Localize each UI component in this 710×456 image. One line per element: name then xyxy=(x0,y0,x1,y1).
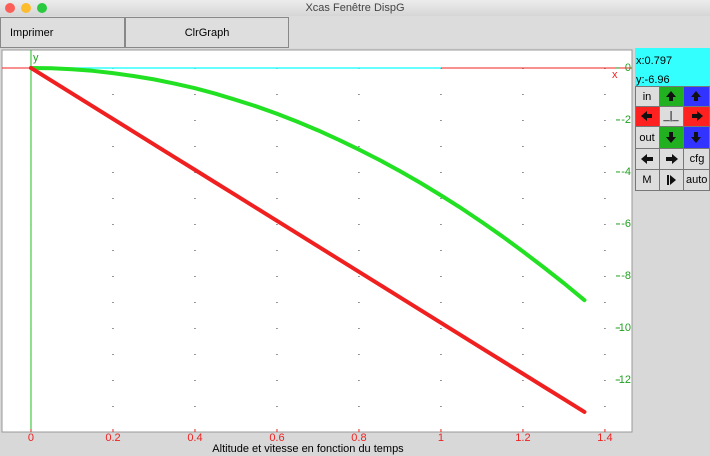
icon xyxy=(666,132,676,143)
print-label: Imprimer xyxy=(10,27,54,39)
icon xyxy=(666,91,676,101)
x-tick-label: 1.2 xyxy=(515,432,530,444)
y-tick-label: -12 xyxy=(615,374,631,386)
zoom-button[interactable] xyxy=(37,3,47,13)
cfg-label: cfg xyxy=(690,153,705,165)
y-tick-label: -4 xyxy=(621,166,631,178)
clrgraph-button[interactable] xyxy=(125,17,289,48)
window-title: Xcas Fenêtre DispG xyxy=(305,2,404,14)
y-tick-label: -6 xyxy=(621,218,631,230)
icon xyxy=(692,111,703,121)
x-tick-label: 0 xyxy=(28,432,34,444)
cursor-x: x:0.797 xyxy=(636,55,672,67)
in-label: in xyxy=(643,91,652,103)
icon xyxy=(691,132,701,143)
cursor-box xyxy=(635,48,710,86)
series-line xyxy=(28,65,587,414)
minimize-button[interactable] xyxy=(21,3,31,13)
y-tick-label: -2 xyxy=(621,114,631,126)
x-axis-label: x xyxy=(612,69,618,81)
icon xyxy=(691,91,701,101)
x-tick-label: 0.4 xyxy=(187,432,202,444)
out-label: out xyxy=(639,132,654,144)
control-icons xyxy=(641,91,703,185)
center-label: _|_ xyxy=(662,110,679,122)
x-tick-label: 1 xyxy=(438,432,444,444)
auto-label: auto xyxy=(686,174,707,186)
icon xyxy=(667,175,669,185)
icon xyxy=(641,154,653,164)
series-line xyxy=(28,65,587,303)
x-tick-label: 0.2 xyxy=(105,432,120,444)
cursor-y: y:-6.96 xyxy=(636,74,670,86)
y-tick-label: -10 xyxy=(615,322,631,334)
y-axis-label: y xyxy=(33,52,39,64)
icon xyxy=(641,111,652,121)
y-tick-label: -8 xyxy=(621,270,631,282)
chart-title: Altitude et vitesse en fonction du temps xyxy=(212,443,404,455)
close-button[interactable] xyxy=(5,3,15,13)
icon xyxy=(670,175,676,185)
y-tick-label: 0 xyxy=(625,62,631,74)
title-bar xyxy=(0,0,710,16)
x-tick-label: 0.6 xyxy=(269,432,284,444)
print-button[interactable] xyxy=(0,17,125,48)
clrgraph-label: ClrGraph xyxy=(185,27,230,39)
icon xyxy=(666,154,678,164)
x-tick-label: 1.4 xyxy=(597,432,612,444)
x-tick-label: 0.8 xyxy=(351,432,366,444)
m-label: M xyxy=(642,174,651,186)
